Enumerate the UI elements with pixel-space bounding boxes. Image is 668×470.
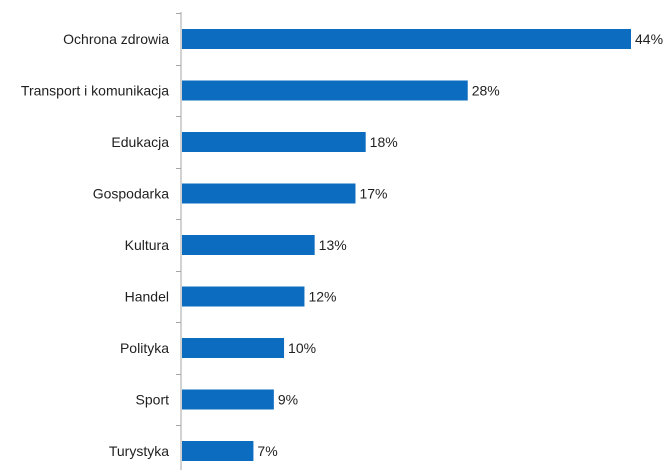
bar-2: [182, 80, 468, 101]
bar-8: [182, 389, 274, 410]
value-label: 10%: [288, 340, 316, 356]
value-label: 7%: [257, 443, 277, 459]
bar-9: [182, 441, 254, 461]
value-label: 18%: [370, 134, 398, 150]
category-label: Transport i komunikacja: [21, 83, 169, 99]
value-label: 44%: [635, 31, 663, 47]
value-label: 12%: [308, 289, 336, 305]
category-label: Polityka: [120, 340, 169, 356]
value-label: 9%: [278, 392, 298, 408]
bar-6: [182, 286, 305, 307]
value-label: 28%: [472, 83, 500, 99]
bar-7: [182, 338, 285, 358]
bar-3: [182, 132, 366, 152]
value-label: 17%: [359, 186, 387, 202]
category-label: Ochrona zdrowia: [63, 31, 169, 47]
category-label: Gospodarka: [93, 186, 169, 202]
bar-1: [182, 29, 631, 49]
category-label: Kultura: [125, 237, 170, 253]
bar-4: [182, 183, 356, 204]
value-label: 13%: [319, 237, 347, 253]
category-label: Turystyka: [109, 443, 169, 459]
category-label: Sport: [136, 392, 170, 408]
category-label: Edukacja: [111, 134, 169, 150]
bar-5: [182, 235, 315, 255]
category-label: Handel: [125, 289, 169, 305]
